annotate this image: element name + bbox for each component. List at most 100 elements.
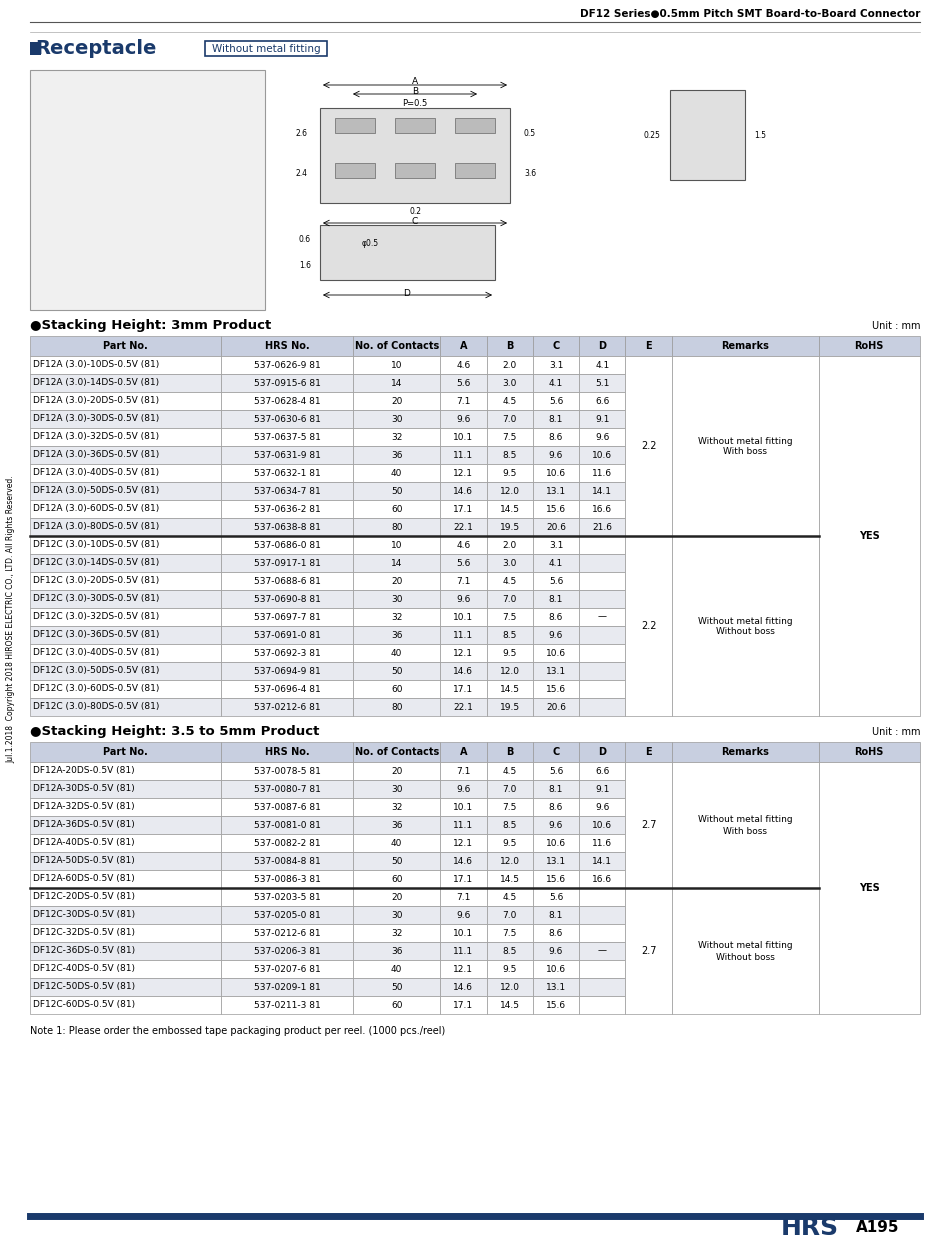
Text: 10.6: 10.6 bbox=[546, 468, 566, 478]
Text: 537-0636-2 81: 537-0636-2 81 bbox=[254, 505, 320, 514]
Bar bbox=[221, 410, 353, 428]
Bar bbox=[580, 924, 625, 942]
Text: 8.1: 8.1 bbox=[549, 415, 563, 423]
Text: 1.6: 1.6 bbox=[299, 260, 311, 270]
Bar bbox=[486, 428, 533, 446]
Bar bbox=[30, 42, 41, 54]
Text: With boss: With boss bbox=[723, 827, 767, 836]
Text: Part No.: Part No. bbox=[104, 340, 148, 352]
Text: Unit : mm: Unit : mm bbox=[871, 727, 920, 737]
Bar bbox=[221, 357, 353, 374]
Text: 5.6: 5.6 bbox=[549, 577, 563, 586]
Text: 7.5: 7.5 bbox=[503, 432, 517, 442]
Bar bbox=[533, 591, 580, 608]
Text: 8.6: 8.6 bbox=[549, 613, 563, 621]
Bar bbox=[30, 997, 221, 1014]
Bar bbox=[455, 163, 495, 178]
Text: 537-0211-3 81: 537-0211-3 81 bbox=[254, 1000, 320, 1009]
Bar bbox=[353, 942, 440, 959]
Bar bbox=[320, 225, 495, 280]
Bar bbox=[221, 698, 353, 716]
Bar bbox=[533, 357, 580, 374]
Bar bbox=[533, 553, 580, 572]
Bar bbox=[440, 834, 486, 852]
Bar bbox=[580, 888, 625, 906]
Bar bbox=[625, 536, 672, 716]
Bar bbox=[533, 428, 580, 446]
Bar bbox=[30, 780, 221, 799]
Bar bbox=[30, 680, 221, 698]
Text: DF12C (3.0)-30DS-0.5V (81): DF12C (3.0)-30DS-0.5V (81) bbox=[33, 594, 160, 603]
Text: Without metal fitting: Without metal fitting bbox=[212, 43, 320, 53]
Bar bbox=[353, 870, 440, 888]
Text: DF12C (3.0)-14DS-0.5V (81): DF12C (3.0)-14DS-0.5V (81) bbox=[33, 558, 160, 567]
Text: DF12A (3.0)-40DS-0.5V (81): DF12A (3.0)-40DS-0.5V (81) bbox=[33, 468, 160, 478]
Text: 8.6: 8.6 bbox=[549, 802, 563, 811]
Bar bbox=[30, 888, 221, 906]
Text: 537-0692-3 81: 537-0692-3 81 bbox=[254, 649, 320, 657]
Bar bbox=[580, 942, 625, 959]
Bar bbox=[486, 482, 533, 500]
Text: 60: 60 bbox=[391, 1000, 403, 1009]
Text: 32: 32 bbox=[391, 928, 403, 937]
Text: DF12C-50DS-0.5V (81): DF12C-50DS-0.5V (81) bbox=[33, 983, 135, 992]
Text: 10: 10 bbox=[391, 360, 403, 369]
Bar bbox=[819, 742, 920, 763]
Bar bbox=[440, 799, 486, 816]
Text: 80: 80 bbox=[391, 702, 403, 712]
Text: DF12A-40DS-0.5V (81): DF12A-40DS-0.5V (81) bbox=[33, 838, 135, 848]
Text: 15.6: 15.6 bbox=[546, 685, 566, 693]
Text: 13.1: 13.1 bbox=[546, 983, 566, 992]
Bar bbox=[30, 959, 221, 978]
Bar bbox=[221, 799, 353, 816]
Bar bbox=[30, 392, 221, 410]
Text: 1.5: 1.5 bbox=[754, 130, 766, 140]
Bar bbox=[353, 446, 440, 464]
Bar bbox=[580, 572, 625, 591]
Text: 0.5: 0.5 bbox=[524, 129, 536, 137]
Bar bbox=[533, 374, 580, 392]
Bar bbox=[533, 834, 580, 852]
Text: 537-0078-5 81: 537-0078-5 81 bbox=[254, 766, 321, 775]
Text: 12.0: 12.0 bbox=[500, 857, 520, 865]
Bar bbox=[580, 698, 625, 716]
Text: 12.0: 12.0 bbox=[500, 487, 520, 495]
Text: 537-0087-6 81: 537-0087-6 81 bbox=[254, 802, 321, 811]
Text: 537-0632-1 81: 537-0632-1 81 bbox=[254, 468, 320, 478]
Text: 5.6: 5.6 bbox=[456, 558, 470, 567]
Bar bbox=[486, 357, 533, 374]
Bar bbox=[580, 591, 625, 608]
Bar bbox=[580, 410, 625, 428]
Bar bbox=[486, 742, 533, 763]
Text: C: C bbox=[412, 217, 418, 225]
Text: 9.5: 9.5 bbox=[503, 649, 517, 657]
Bar bbox=[353, 644, 440, 662]
Text: 537-0626-9 81: 537-0626-9 81 bbox=[254, 360, 320, 369]
Bar bbox=[533, 924, 580, 942]
Bar bbox=[440, 763, 486, 780]
Bar bbox=[221, 942, 353, 959]
Text: C: C bbox=[552, 747, 560, 756]
Text: DF12A-30DS-0.5V (81): DF12A-30DS-0.5V (81) bbox=[33, 785, 135, 794]
Text: DF12A (3.0)-10DS-0.5V (81): DF12A (3.0)-10DS-0.5V (81) bbox=[33, 360, 160, 369]
Text: 32: 32 bbox=[391, 802, 403, 811]
Text: 21.6: 21.6 bbox=[592, 522, 612, 531]
Text: 36: 36 bbox=[391, 451, 403, 459]
Text: 8.5: 8.5 bbox=[503, 821, 517, 829]
Bar bbox=[580, 357, 625, 374]
Bar bbox=[533, 816, 580, 834]
Bar bbox=[625, 888, 672, 1014]
Text: 537-0209-1 81: 537-0209-1 81 bbox=[254, 983, 320, 992]
Bar bbox=[533, 392, 580, 410]
Bar bbox=[440, 428, 486, 446]
Bar bbox=[486, 392, 533, 410]
Bar bbox=[221, 626, 353, 644]
Text: A195: A195 bbox=[856, 1221, 900, 1236]
Bar bbox=[353, 662, 440, 680]
Bar bbox=[221, 553, 353, 572]
Text: B: B bbox=[412, 88, 418, 97]
Text: A: A bbox=[412, 78, 418, 87]
Bar bbox=[30, 464, 221, 482]
Bar bbox=[353, 464, 440, 482]
Text: 15.6: 15.6 bbox=[546, 505, 566, 514]
